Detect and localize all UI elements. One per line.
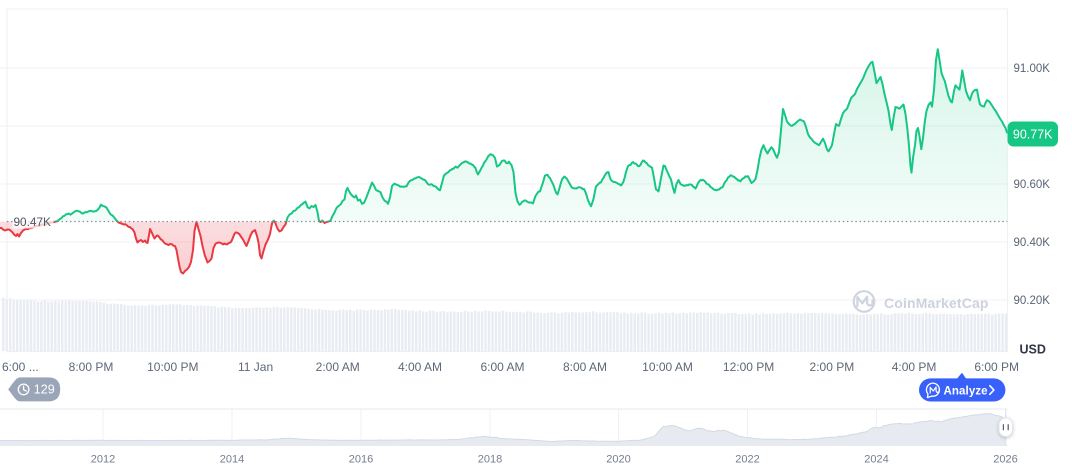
svg-text:2:00 PM: 2:00 PM xyxy=(810,360,855,374)
svg-text:2020: 2020 xyxy=(606,454,630,466)
svg-text:2014: 2014 xyxy=(220,454,244,466)
svg-text:91.00K: 91.00K xyxy=(1014,63,1051,75)
svg-text:90.47K: 90.47K xyxy=(14,215,52,229)
svg-text:2:00 AM: 2:00 AM xyxy=(316,360,360,374)
svg-text:8:00 AM: 8:00 AM xyxy=(563,360,607,374)
svg-text:2018: 2018 xyxy=(478,454,502,466)
svg-text:CoinMarketCap: CoinMarketCap xyxy=(884,295,989,311)
svg-text:2026: 2026 xyxy=(993,454,1017,466)
svg-text:4:00 AM: 4:00 AM xyxy=(398,360,442,374)
svg-text:8:00 PM: 8:00 PM xyxy=(69,360,114,374)
svg-text:Analyze: Analyze xyxy=(944,385,988,397)
svg-text:2016: 2016 xyxy=(349,454,373,466)
svg-text:90.77K: 90.77K xyxy=(1013,128,1053,142)
svg-text:6:00 PM: 6:00 PM xyxy=(974,360,1019,374)
svg-text:10:00 PM: 10:00 PM xyxy=(147,360,198,374)
svg-text:6:00 ...: 6:00 ... xyxy=(2,360,39,374)
svg-text:6:00 AM: 6:00 AM xyxy=(480,360,524,374)
svg-text:90.60K: 90.60K xyxy=(1014,179,1051,191)
svg-text:90.40K: 90.40K xyxy=(1014,237,1051,249)
svg-text:2022: 2022 xyxy=(735,454,759,466)
svg-text:USD: USD xyxy=(1020,343,1046,357)
svg-text:10:00 AM: 10:00 AM xyxy=(642,360,693,374)
svg-text:4:00 PM: 4:00 PM xyxy=(892,360,937,374)
svg-text:12:00 PM: 12:00 PM xyxy=(723,360,774,374)
svg-text:129: 129 xyxy=(34,383,55,397)
svg-text:2012: 2012 xyxy=(91,454,115,466)
svg-text:11 Jan: 11 Jan xyxy=(238,360,273,374)
svg-text:90.20K: 90.20K xyxy=(1014,295,1051,307)
svg-text:2024: 2024 xyxy=(864,454,888,466)
